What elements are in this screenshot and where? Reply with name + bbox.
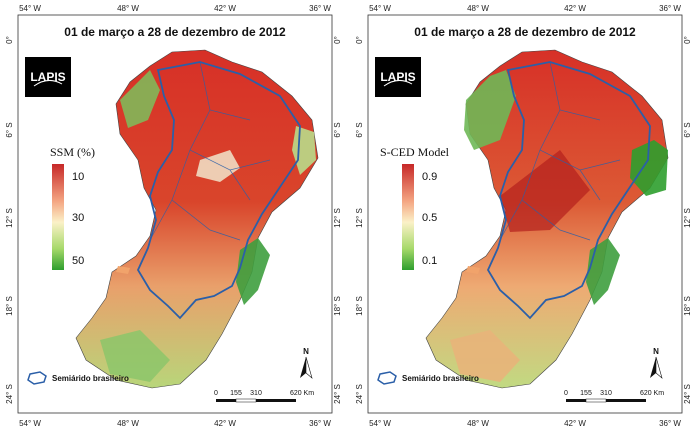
legend-label: 50 — [72, 255, 84, 267]
tick-label: 54° W — [369, 4, 391, 13]
tick-label: 0° — [333, 36, 342, 44]
north-arrow-icon: N — [650, 347, 663, 379]
tick-label: 12° S — [355, 208, 364, 228]
svg-text:620 Km: 620 Km — [290, 390, 314, 397]
map-title: 01 de março a 28 de dezembro de 2012 — [64, 25, 286, 39]
legend: SSM (%) 10 30 50 — [50, 145, 95, 270]
left-latitude-ticks: 0° 6° S 12° S 18° S 24° S — [5, 36, 14, 404]
tick-label: 6° S — [5, 122, 14, 137]
svg-text:155: 155 — [230, 390, 242, 397]
tick-label: 0° — [5, 36, 14, 44]
tick-label: 12° S — [5, 208, 14, 228]
map-panel-sced: 54° W 48° W 42° W 36° W 54° W 48° W 42° … — [350, 0, 700, 433]
tick-label: 48° W — [117, 4, 139, 13]
state-borders — [149, 61, 271, 241]
semiarido-legend: Semiárido brasileiro — [27, 371, 129, 385]
svg-text:N: N — [653, 347, 659, 356]
north-arrow-icon: N — [300, 347, 313, 379]
top-longitude-ticks: 54° W 48° W 42° W 36° W — [19, 4, 331, 13]
map-title: 01 de março a 28 de dezembro de 2012 — [414, 25, 636, 39]
scale-bar: 0 155 310 620 Km — [214, 390, 314, 403]
tick-label: 42° W — [564, 4, 586, 13]
legend-title: S-CED Model — [380, 145, 450, 159]
left-latitude-ticks: 0° 6° S 12° S 18° S 24° S — [355, 36, 364, 404]
tick-label: 36° W — [659, 4, 681, 13]
tick-label: 42° W — [214, 419, 236, 428]
tick-label: 42° W — [214, 4, 236, 13]
svg-text:620 Km: 620 Km — [640, 390, 664, 397]
legend-label: 0.9 — [422, 171, 437, 183]
tick-label: 48° W — [117, 419, 139, 428]
svg-text:155: 155 — [580, 390, 592, 397]
tick-label: 6° S — [683, 122, 692, 137]
lapis-logo: LAPIS — [375, 57, 421, 97]
tick-label: 0° — [683, 36, 692, 44]
svg-text:N: N — [303, 347, 309, 356]
tick-label: 48° W — [467, 419, 489, 428]
tick-label: 18° S — [683, 296, 692, 316]
tick-label: 12° S — [683, 208, 692, 228]
semiarido-boundary — [486, 61, 651, 320]
bottom-longitude-ticks: 54° W 48° W 42° W 36° W — [19, 419, 331, 428]
tick-label: 42° W — [564, 419, 586, 428]
northeast-region-map — [75, 49, 319, 389]
semiarido-boundary — [136, 61, 301, 320]
semiarido-label: Semiárido brasileiro — [52, 374, 129, 383]
tick-label: 18° S — [333, 296, 342, 316]
right-latitude-ticks: 0° 6° S 12° S 18° S 24° S — [333, 36, 342, 404]
legend-label: 30 — [72, 212, 84, 224]
tick-label: 24° S — [355, 384, 364, 404]
legend-color-bar — [402, 164, 414, 270]
legend-label: 0.5 — [422, 212, 437, 224]
tick-label: 24° S — [683, 384, 692, 404]
svg-text:LAPIS: LAPIS — [30, 70, 65, 84]
legend-color-bar — [52, 164, 64, 270]
map-svg-sced: 54° W 48° W 42° W 36° W 54° W 48° W 42° … — [355, 4, 692, 428]
tick-label: 24° S — [333, 384, 342, 404]
semiarido-legend: Semiárido brasileiro — [377, 371, 479, 385]
tick-label: 36° W — [309, 419, 331, 428]
northeast-region-map — [425, 49, 669, 389]
tick-label: 24° S — [5, 384, 14, 404]
tick-label: 48° W — [467, 4, 489, 13]
tick-label: 36° W — [309, 4, 331, 13]
svg-text:0: 0 — [214, 390, 218, 397]
map-panel-ssm: 54° W 48° W 42° W 36° W 54° W 48° W 42° … — [5, 4, 342, 428]
semiarido-label: Semiárido brasileiro — [402, 374, 479, 383]
legend-label: 10 — [72, 171, 84, 183]
tick-label: 0° — [355, 36, 364, 44]
svg-text:310: 310 — [250, 390, 262, 397]
lapis-logo: LAPIS — [25, 57, 71, 97]
top-longitude-ticks: 54° W 48° W 42° W 36° W — [369, 4, 681, 13]
svg-text:0: 0 — [564, 390, 568, 397]
right-latitude-ticks: 0° 6° S 12° S 18° S 24° S — [683, 36, 692, 404]
tick-label: 54° W — [369, 419, 391, 428]
state-borders — [499, 61, 621, 241]
svg-text:310: 310 — [600, 390, 612, 397]
semiarido-symbol-icon — [27, 371, 47, 385]
tick-label: 54° W — [19, 4, 41, 13]
tick-label: 54° W — [19, 419, 41, 428]
tick-label: 18° S — [5, 296, 14, 316]
tick-label: 6° S — [333, 122, 342, 137]
legend-title: SSM (%) — [50, 145, 95, 159]
tick-label: 18° S — [355, 296, 364, 316]
scale-bar: 0 155 310 620 Km — [564, 390, 664, 403]
bottom-longitude-ticks: 54° W 48° W 42° W 36° W — [369, 419, 681, 428]
tick-label: 36° W — [659, 419, 681, 428]
svg-text:LAPIS: LAPIS — [380, 70, 415, 84]
legend: S-CED Model 0.9 0.5 0.1 — [380, 145, 450, 270]
map-svg-ssm: 54° W 48° W 42° W 36° W 54° W 48° W 42° … — [5, 4, 342, 428]
tick-label: 6° S — [355, 122, 364, 137]
legend-label: 0.1 — [422, 255, 437, 267]
semiarido-symbol-icon — [377, 371, 397, 385]
tick-label: 12° S — [333, 208, 342, 228]
